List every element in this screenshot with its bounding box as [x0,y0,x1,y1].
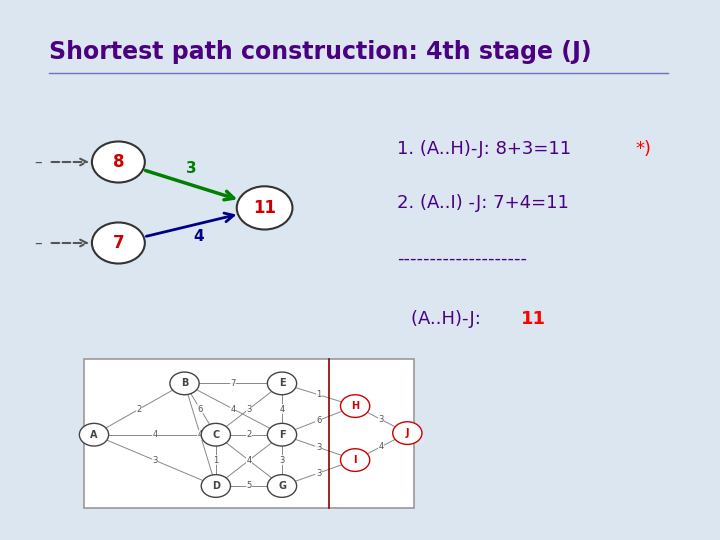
Text: 8: 8 [112,153,124,171]
Text: 3: 3 [316,469,321,477]
Text: –: – [35,235,42,251]
Text: 11: 11 [521,309,546,328]
Circle shape [92,141,145,183]
Text: 11: 11 [253,199,276,217]
Text: –: – [35,154,42,170]
Text: I: I [354,455,357,465]
Text: 2: 2 [137,404,142,414]
Circle shape [170,372,199,395]
Text: 4: 4 [279,404,284,414]
Circle shape [267,372,297,395]
Text: A: A [90,430,98,440]
Text: 4: 4 [230,404,236,414]
Text: C: C [212,430,220,440]
Text: 6: 6 [316,416,321,425]
Circle shape [201,423,230,446]
Text: 1: 1 [316,390,321,399]
Circle shape [237,186,292,230]
Text: 3: 3 [186,161,197,176]
Text: 4: 4 [246,456,251,465]
FancyBboxPatch shape [84,359,414,508]
Text: 2: 2 [246,430,251,439]
Circle shape [341,449,370,471]
Text: G: G [278,481,286,491]
Text: E: E [279,379,285,388]
Text: B: B [181,379,188,388]
Text: 4: 4 [193,229,204,244]
Circle shape [201,475,230,497]
Circle shape [267,423,297,446]
Text: 3: 3 [246,404,251,414]
Text: D: D [212,481,220,491]
Circle shape [92,222,145,264]
Circle shape [392,422,422,444]
Text: *): *) [635,139,651,158]
Text: 4: 4 [246,456,251,465]
Text: 3: 3 [152,456,158,465]
Text: 4: 4 [197,430,203,439]
Text: 4: 4 [153,430,158,439]
Text: (A..H)-J:: (A..H)-J: [411,309,487,328]
Circle shape [267,475,297,497]
Text: Shortest path construction: 4th stage (J): Shortest path construction: 4th stage (J… [49,40,591,64]
Text: J: J [405,428,409,438]
Text: 3: 3 [279,456,284,465]
Text: 7: 7 [230,379,236,388]
Text: 5: 5 [246,482,251,490]
Circle shape [79,423,109,446]
Text: 6: 6 [197,404,203,414]
Text: 2. (A..I) -J: 7+4=11: 2. (A..I) -J: 7+4=11 [397,193,569,212]
Text: 3: 3 [379,415,384,424]
Text: --------------------: -------------------- [397,250,527,268]
Text: H: H [351,401,359,411]
Text: 4: 4 [379,442,384,451]
Text: 1: 1 [213,456,218,465]
Text: 3: 3 [316,443,321,452]
Text: 7: 7 [112,234,124,252]
Circle shape [341,395,370,417]
Text: 1. (A..H)-J: 8+3=11: 1. (A..H)-J: 8+3=11 [397,139,577,158]
Text: F: F [279,430,285,440]
